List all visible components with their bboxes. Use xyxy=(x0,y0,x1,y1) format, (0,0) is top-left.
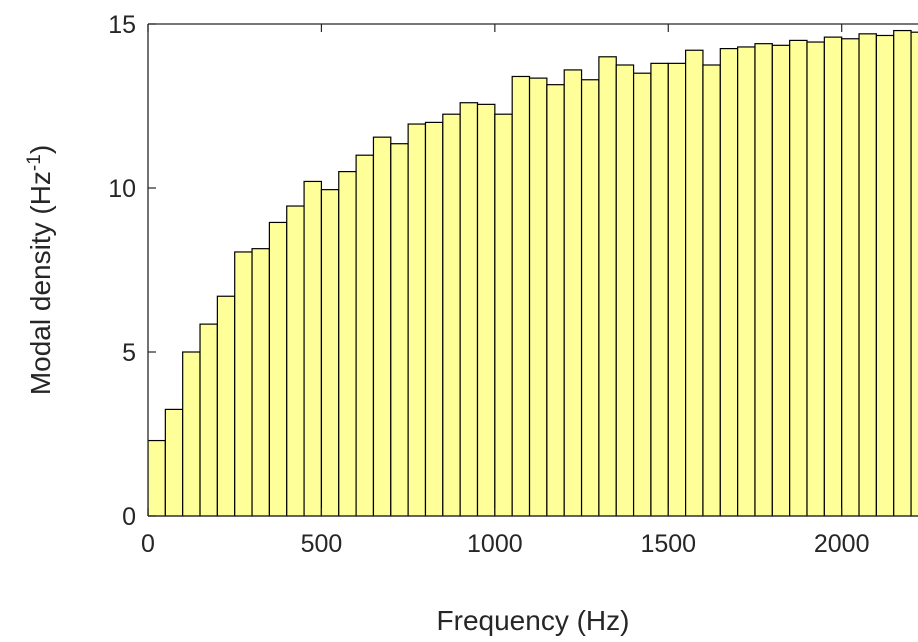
histogram-bar xyxy=(199,323,218,517)
histogram-bar xyxy=(598,56,617,517)
histogram-bar xyxy=(424,121,444,517)
x-axis-ticks: 0 500 1000 1500 2000 xyxy=(141,24,870,558)
axes-frame xyxy=(147,23,918,517)
x-tick-label: 500 xyxy=(301,530,343,558)
histogram-bar xyxy=(546,84,565,517)
histogram-bar xyxy=(320,189,340,517)
histogram-bar xyxy=(702,64,721,517)
histogram-bar xyxy=(459,102,479,517)
y-axis-ticks: 0 5 10 15 xyxy=(108,11,156,531)
histogram-bar xyxy=(650,62,669,517)
histogram-bar xyxy=(806,41,825,517)
histogram-bar xyxy=(771,44,791,517)
histogram-bar xyxy=(251,248,270,517)
histogram-bar xyxy=(858,33,877,517)
histogram-bar xyxy=(737,46,756,517)
histogram-bar xyxy=(667,62,687,517)
histogram-bar xyxy=(910,31,918,517)
histogram-bar xyxy=(355,154,375,517)
y-axis-label-sup: -1 xyxy=(24,154,45,171)
histogram-bar xyxy=(615,64,635,517)
histogram-bar xyxy=(511,75,531,517)
histogram-bar xyxy=(476,103,496,517)
histogram-bar xyxy=(286,205,305,517)
histogram-bar xyxy=(632,72,652,517)
histogram-bar xyxy=(148,439,166,517)
y-tick-label: 10 xyxy=(108,175,136,203)
x-axis-label: Frequency (Hz) xyxy=(437,605,630,636)
histogram-bar xyxy=(372,136,392,517)
bars-group xyxy=(148,29,918,517)
histogram-bar xyxy=(754,43,773,517)
histogram-bar xyxy=(390,143,409,517)
x-tick-label: 2000 xyxy=(814,530,870,558)
histogram-bar xyxy=(442,113,461,517)
histogram-bar xyxy=(303,180,323,517)
histogram-bar xyxy=(580,79,600,517)
histogram-bar xyxy=(494,113,513,517)
y-tick-label: 15 xyxy=(108,11,136,39)
y-axis-label-main: Modal density (Hz xyxy=(25,171,56,395)
y-tick-label: 5 xyxy=(122,339,136,367)
histogram-bar xyxy=(685,49,704,517)
histogram-bar xyxy=(875,34,895,517)
y-axis-label-close: ) xyxy=(25,145,56,154)
histogram-bar xyxy=(823,36,843,517)
x-tick-label: 1000 xyxy=(467,530,523,558)
histogram-bar xyxy=(216,295,236,517)
histogram-bar xyxy=(893,29,912,517)
x-tick-label: 1500 xyxy=(640,530,696,558)
histogram-bar xyxy=(528,77,548,517)
histogram-bar xyxy=(338,171,357,517)
histogram-bar xyxy=(268,221,288,517)
histogram-bar xyxy=(719,47,739,517)
histogram-bar xyxy=(407,123,427,517)
histogram-bar xyxy=(563,69,583,517)
histogram-bar xyxy=(789,39,808,517)
y-axis-label: Modal density (Hz-1) xyxy=(24,145,57,395)
histogram-bar xyxy=(234,251,253,517)
histogram-bar xyxy=(182,351,201,517)
histogram-bar xyxy=(841,38,860,517)
histogram-bar xyxy=(164,408,184,517)
x-tick-label: 0 xyxy=(141,530,155,558)
y-tick-label: 0 xyxy=(122,503,136,531)
